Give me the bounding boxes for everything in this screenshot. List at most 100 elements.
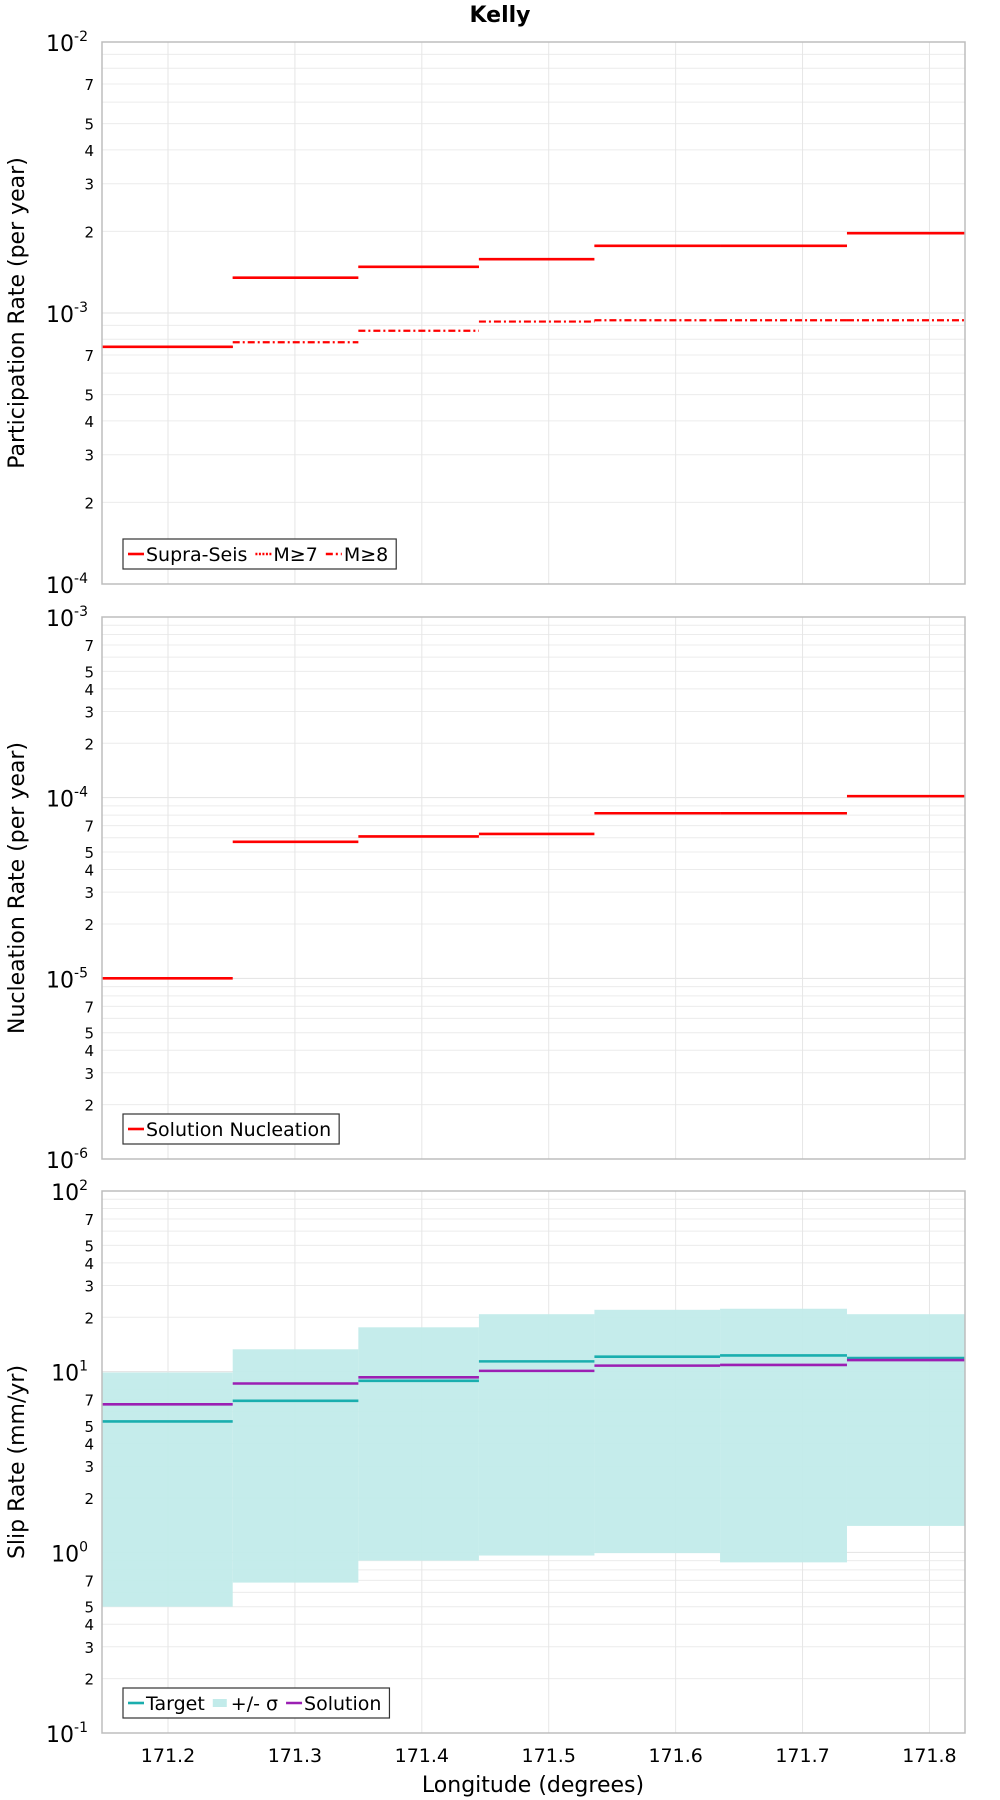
- y-tick-label: 2: [84, 1671, 94, 1689]
- y-tick-label: 4: [84, 862, 94, 880]
- y-tick-label: 5: [84, 1418, 94, 1436]
- y-tick-label: 102: [51, 1178, 88, 1206]
- y-tick-label: 2: [84, 735, 94, 753]
- y-tick-label: 7: [84, 76, 94, 94]
- y-tick-label: 10-3: [46, 300, 88, 328]
- y-tick-label: 4: [84, 1042, 94, 1060]
- legend-swatch: [212, 1699, 227, 1707]
- y-tick-label: 3: [84, 703, 94, 721]
- y-tick-base: 10: [46, 303, 74, 328]
- y-tick-label: 2: [84, 1097, 94, 1115]
- x-tick-label: 171.7: [775, 1745, 829, 1767]
- legend-label: M≥7: [273, 544, 317, 566]
- y-axis-label: Participation Rate (per year): [5, 157, 30, 469]
- y-tick-label: 7: [84, 347, 94, 365]
- x-tick-label: 171.8: [902, 1745, 956, 1767]
- y-tick-label: 10-4: [46, 571, 88, 599]
- y-tick-label: 4: [84, 142, 94, 160]
- y-tick-exponent: -3: [74, 604, 88, 620]
- legend: Target +/- σ Solution: [122, 1687, 391, 1719]
- y-tick-label: 3: [84, 884, 94, 902]
- y-tick-label: 4: [84, 1255, 94, 1273]
- y-tick-label: 10-1: [46, 1720, 88, 1748]
- y-tick-label: 2: [84, 494, 94, 512]
- y-tick-exponent: 1: [79, 1359, 88, 1375]
- y-tick-label: 10-2: [46, 29, 88, 57]
- y-tick-label: 2: [84, 1309, 94, 1327]
- y-tick-label: 7: [84, 818, 94, 836]
- band-segment: [232, 1349, 359, 1583]
- chart-title: Kelly: [469, 3, 530, 28]
- y-tick-base: 10: [46, 607, 74, 632]
- legend-label: +/- σ: [231, 1693, 278, 1715]
- band-segment: [720, 1308, 847, 1563]
- y-tick-exponent: -6: [74, 1146, 88, 1162]
- y-tick-exponent: -5: [74, 965, 88, 981]
- y-tick-label: 3: [84, 1277, 94, 1295]
- legend-box: [122, 1113, 340, 1145]
- legend-label: Solution: [304, 1693, 381, 1715]
- y-tick-label: 5: [84, 1025, 94, 1043]
- legend-label: Solution Nucleation: [146, 1119, 331, 1141]
- y-tick-label: 3: [84, 1065, 94, 1083]
- legend-items: Solution Nucleation: [128, 1119, 331, 1141]
- y-tick-label: 100: [51, 1539, 88, 1567]
- y-tick-label: 7: [84, 637, 94, 655]
- x-tick-label: 171.6: [648, 1745, 702, 1767]
- x-tick-label: 171.5: [522, 1745, 576, 1767]
- y-tick-label: 4: [84, 413, 94, 431]
- y-tick-label: 101: [51, 1359, 88, 1387]
- y-tick-base: 10: [51, 1542, 79, 1567]
- y-tick-label: 5: [84, 844, 94, 862]
- y-tick-label: 2: [84, 916, 94, 934]
- y-tick-exponent: -4: [74, 785, 88, 801]
- y-tick-base: 10: [46, 788, 74, 813]
- plot-frame: [101, 616, 966, 1160]
- legend: Supra-Seis M≥7 M≥8: [122, 538, 397, 570]
- y-tick-exponent: -1: [74, 1720, 88, 1736]
- y-tick-label: 4: [84, 1616, 94, 1634]
- y-tick-base: 10: [46, 574, 74, 599]
- band-segment: [846, 1314, 965, 1526]
- y-tick-label: 3: [84, 1458, 94, 1476]
- y-tick-exponent: -3: [74, 300, 88, 316]
- y-tick-base: 10: [46, 1149, 74, 1174]
- legend-items: Supra-Seis M≥7 M≥8: [128, 544, 388, 566]
- y-tick-label: 7: [84, 998, 94, 1016]
- y-tick-label: 10-5: [46, 965, 88, 993]
- band-segment: [358, 1327, 479, 1561]
- band-segment: [594, 1309, 721, 1554]
- y-tick-label: 10-6: [46, 1146, 88, 1174]
- y-tick-label: 5: [84, 387, 94, 405]
- y-tick-base: 10: [46, 968, 74, 993]
- legend-label: Target: [145, 1693, 205, 1715]
- plot-frame: [101, 1190, 966, 1734]
- chart-panel-2: 23457234572345710-610-510-410-3Nucleatio…: [5, 604, 966, 1174]
- legend: Solution Nucleation: [122, 1113, 340, 1145]
- y-tick-label: 10-3: [46, 604, 88, 632]
- x-tick-label: 171.2: [141, 1745, 195, 1767]
- y-tick-label: 10-4: [46, 785, 88, 813]
- y-tick-base: 10: [46, 1723, 74, 1748]
- plot-frame: [101, 41, 966, 585]
- y-tick-base: 10: [46, 32, 74, 57]
- y-tick-label: 2: [84, 1490, 94, 1508]
- y-tick-label: 4: [84, 1436, 94, 1454]
- legend-label: M≥8: [344, 544, 388, 566]
- x-tick-label: 171.4: [395, 1745, 449, 1767]
- y-tick-label: 7: [84, 1211, 94, 1229]
- x-tick-label: 171.3: [268, 1745, 322, 1767]
- y-tick-label: 5: [84, 1237, 94, 1255]
- y-axis-label: Slip Rate (mm/yr): [5, 1365, 30, 1559]
- band-segment: [102, 1372, 233, 1607]
- band-segment: [478, 1314, 595, 1556]
- y-tick-label: 7: [84, 1392, 94, 1410]
- y-tick-label: 5: [84, 663, 94, 681]
- y-tick-label: 3: [84, 176, 94, 194]
- y-tick-base: 10: [51, 1362, 79, 1387]
- y-tick-exponent: -2: [74, 29, 88, 45]
- y-tick-exponent: -4: [74, 571, 88, 587]
